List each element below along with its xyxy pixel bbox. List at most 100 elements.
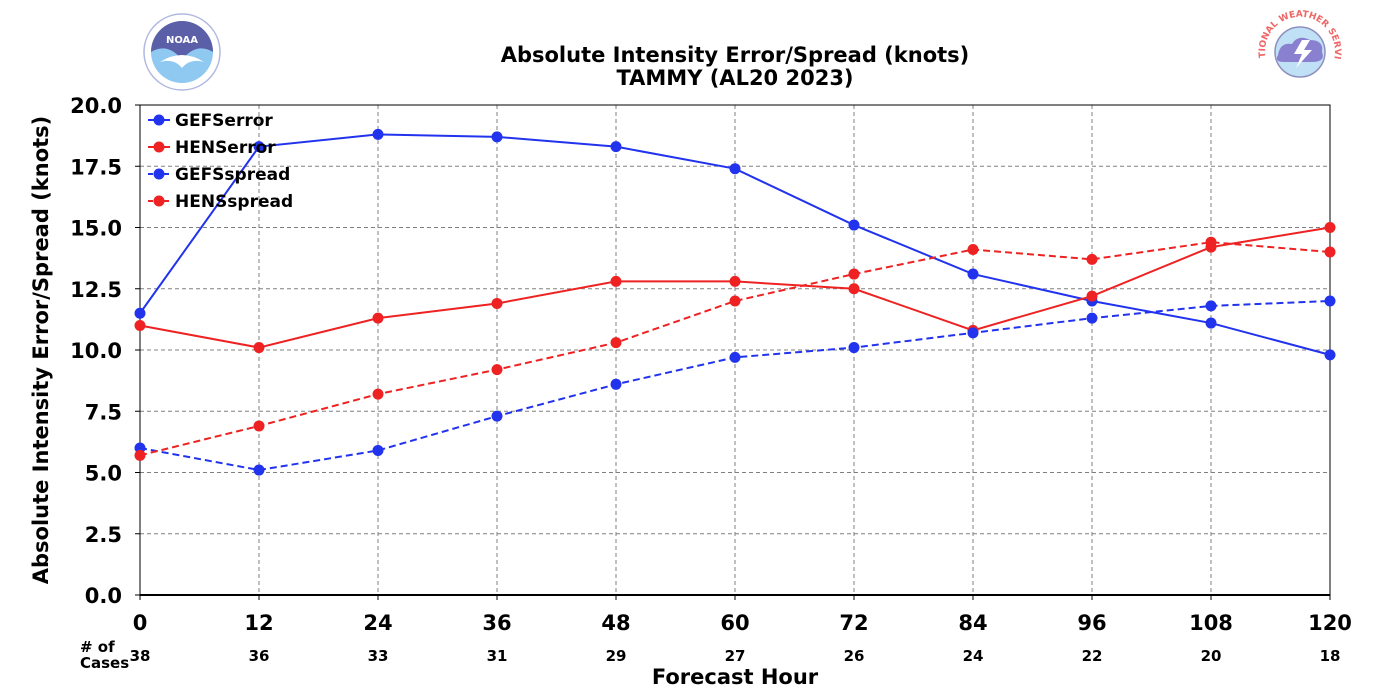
data-point (967, 244, 979, 256)
legend-label: GEFSerror (175, 111, 273, 131)
x-tick-label: 48 (601, 611, 630, 635)
data-point (1086, 253, 1098, 265)
data-point (848, 342, 860, 354)
y-tick-label: 17.5 (70, 155, 122, 179)
legend-marker (153, 195, 165, 207)
data-point (1205, 236, 1217, 248)
y-tick-label: 15.0 (70, 217, 122, 241)
case-count: 18 (1320, 647, 1341, 665)
legend-marker (153, 168, 165, 180)
legend-item-GEFSerror: GEFSerror (148, 111, 273, 131)
legend-label: HENSspread (175, 192, 293, 212)
case-count: 26 (844, 647, 865, 665)
data-point (610, 337, 622, 349)
chart-subtitle: TAMMY (AL20 2023) (616, 66, 853, 90)
noaa-logo: NOAA (143, 13, 221, 91)
case-count: 38 (130, 647, 151, 665)
x-tick-label: 120 (1308, 611, 1352, 635)
data-point (491, 364, 503, 376)
x-tick-label: 0 (133, 611, 148, 635)
x-tick-label: 96 (1077, 611, 1106, 635)
legend-marker (153, 141, 165, 153)
cases-row: 38 36 33 31 29 27 26 24 22 20 18 (130, 647, 1341, 665)
data-point (848, 268, 860, 280)
data-point (1205, 317, 1217, 329)
x-tick-label: 72 (839, 611, 868, 635)
data-point (491, 131, 503, 143)
data-point (1324, 222, 1336, 233)
data-point (253, 342, 265, 354)
series-HENSerror (134, 222, 1336, 354)
x-tick-label: 24 (363, 611, 392, 635)
case-count: 22 (1082, 647, 1103, 665)
data-point (134, 307, 146, 319)
data-point (848, 283, 860, 295)
chart-title: Absolute Intensity Error/Spread (knots) (501, 43, 970, 67)
case-count: 33 (368, 647, 389, 665)
case-count: 31 (487, 647, 508, 665)
data-point (610, 378, 622, 390)
y-ticks: 0.0 2.5 5.0 7.5 10.0 12.5 15.0 17.5 20.0 (70, 94, 140, 608)
series-GEFSspread (134, 295, 1336, 476)
y-tick-label: 5.0 (85, 462, 122, 486)
data-point (610, 141, 622, 153)
x-ticks: 0 12 24 36 48 60 72 84 96 108 120 (133, 595, 1352, 635)
legend-item-HENSspread: HENSspread (148, 192, 293, 212)
data-point (967, 268, 979, 280)
case-count: 36 (249, 647, 270, 665)
x-tick-label: 108 (1189, 611, 1233, 635)
series-group (134, 128, 1336, 476)
data-point (848, 219, 860, 231)
legend-label: HENSerror (175, 138, 276, 158)
data-point (1205, 300, 1217, 312)
legend-item-HENSerror: HENSerror (148, 138, 276, 158)
data-point (491, 410, 503, 422)
cases-label-line2: Cases (80, 654, 129, 672)
data-point (253, 420, 265, 432)
legend-item-GEFSspread: GEFSspread (148, 165, 290, 185)
data-point (1086, 290, 1098, 302)
y-tick-label: 2.5 (85, 523, 122, 547)
series-HENSspread (134, 236, 1336, 461)
data-point (610, 275, 622, 287)
grid (140, 105, 1330, 595)
data-point (967, 327, 979, 339)
data-point (134, 449, 146, 461)
y-tick-label: 10.0 (70, 339, 122, 363)
data-point (1324, 246, 1336, 258)
y-tick-label: 20.0 (70, 94, 122, 118)
case-count: 27 (725, 647, 746, 665)
data-point (372, 312, 384, 324)
data-point (1086, 312, 1098, 324)
y-axis-label: Absolute Intensity Error/Spread (knots) (29, 116, 53, 585)
case-count: 29 (606, 647, 627, 665)
cases-label-line1: # of (80, 638, 115, 656)
data-point (1324, 295, 1336, 307)
data-point (253, 464, 265, 476)
data-point (253, 141, 265, 153)
data-point (1324, 349, 1336, 361)
x-tick-label: 36 (482, 611, 511, 635)
data-point (491, 297, 503, 309)
data-point (729, 351, 741, 363)
legend-label: GEFSspread (175, 165, 290, 185)
y-tick-label: 7.5 (85, 400, 122, 424)
series-line (139, 241, 1331, 457)
data-point (729, 163, 741, 175)
x-tick-label: 12 (244, 611, 273, 635)
x-tick-label: 84 (958, 611, 987, 635)
data-point (134, 320, 146, 331)
case-count: 20 (1201, 647, 1222, 665)
data-point (729, 275, 741, 287)
x-axis-label: Forecast Hour (652, 665, 819, 689)
data-point (372, 444, 384, 456)
y-tick-label: 12.5 (70, 278, 122, 302)
legend: GEFSerror HENSerror GEFSspread HENSspread (148, 111, 293, 212)
data-point (729, 295, 741, 307)
x-tick-label: 60 (720, 611, 749, 635)
legend-marker (153, 114, 165, 126)
noaa-logo-text: NOAA (166, 35, 198, 46)
case-count: 24 (963, 647, 984, 665)
y-tick-label: 0.0 (85, 584, 122, 608)
